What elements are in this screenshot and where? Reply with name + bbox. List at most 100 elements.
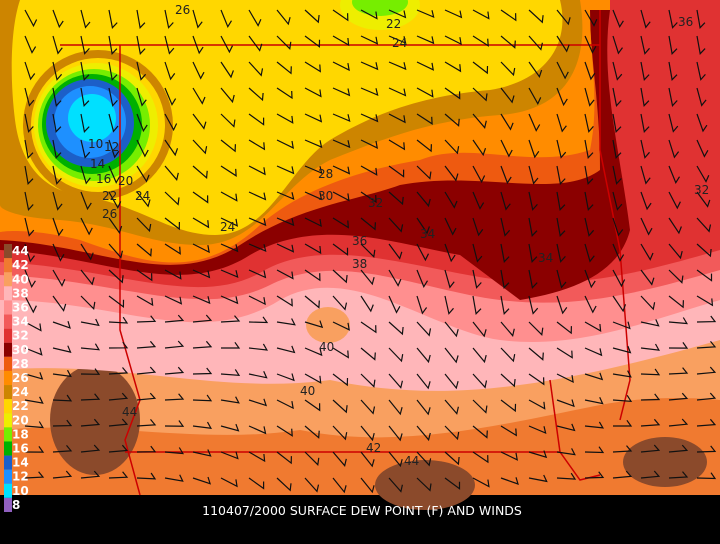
wind-barb <box>304 165 323 175</box>
wind-barb <box>668 317 689 325</box>
wind-barb <box>192 9 203 29</box>
wind-barb <box>444 191 458 209</box>
wind-barb <box>668 139 680 159</box>
wind-barb <box>416 321 432 337</box>
wind-barb <box>304 9 320 24</box>
wind-barb <box>388 347 404 363</box>
legend-swatch <box>4 427 12 442</box>
wind-barb <box>276 113 294 124</box>
wind-barb <box>192 295 211 305</box>
wind-barb <box>556 9 571 26</box>
wind-barb <box>556 113 567 133</box>
wind-barb <box>136 191 151 208</box>
wind-barb <box>500 113 514 131</box>
wind-barb <box>696 191 711 208</box>
wind-barb <box>52 9 64 29</box>
wind-barb <box>220 295 239 305</box>
wind-barb <box>556 165 566 185</box>
wind-barb <box>192 449 212 457</box>
wind-barb <box>388 217 404 233</box>
wind-barb <box>108 367 129 375</box>
wind-barb <box>52 321 71 329</box>
wind-barb <box>332 35 350 47</box>
wind-barb <box>360 35 379 45</box>
wind-barb <box>80 343 101 351</box>
wind-barb <box>668 113 679 133</box>
wind-barb <box>108 471 129 479</box>
wind-barb <box>332 399 348 414</box>
wind-barb <box>276 165 295 175</box>
wind-barb <box>444 35 462 46</box>
wind-barb <box>360 61 379 71</box>
wind-barb <box>416 373 431 390</box>
wind-barb <box>668 471 689 479</box>
wind-barb <box>584 35 597 54</box>
wind-barb <box>276 425 293 437</box>
wind-barb <box>52 35 63 55</box>
wind-barb <box>444 243 456 263</box>
legend-swatch <box>4 300 12 315</box>
wind-barb <box>164 139 179 157</box>
wind-barb <box>612 394 633 402</box>
wind-barb <box>388 113 406 124</box>
wind-barb <box>24 446 45 453</box>
wind-barb <box>556 472 577 480</box>
wind-barb <box>276 295 293 307</box>
wind-barb <box>388 165 405 178</box>
legend-label: 28 <box>12 357 29 371</box>
wind-barb <box>360 347 376 361</box>
legend-swatch <box>4 272 12 287</box>
wind-barb <box>472 269 482 289</box>
wind-barb <box>444 295 454 315</box>
wind-barb <box>24 295 37 314</box>
wind-barb <box>668 269 684 284</box>
wind-barb <box>136 61 147 81</box>
contour-label: 22 <box>102 189 117 203</box>
wind-barb <box>136 139 149 158</box>
wind-barb <box>444 165 459 182</box>
wind-barb <box>52 165 62 185</box>
wind-barb <box>108 418 129 427</box>
wind-barb <box>668 243 683 260</box>
wind-barb <box>360 399 376 415</box>
wind-barb <box>696 165 710 183</box>
wind-barb <box>304 320 324 329</box>
legend-label: 12 <box>12 470 29 484</box>
wind-barb <box>164 447 185 455</box>
wind-barb <box>80 35 90 55</box>
wind-barb <box>416 243 430 262</box>
wind-barb <box>640 418 661 427</box>
wind-barb <box>192 367 213 375</box>
wind-barb <box>360 295 374 313</box>
wind-barb <box>612 269 626 288</box>
wind-barb <box>444 9 463 19</box>
wind-barb <box>304 269 321 282</box>
wind-barb <box>472 139 487 157</box>
wind-barb <box>332 139 351 149</box>
wind-barb <box>52 139 62 159</box>
wind-barb <box>556 399 575 408</box>
legend-swatch <box>4 385 12 400</box>
wind-barb <box>80 318 100 327</box>
wind-barb <box>24 217 35 237</box>
wind-barb <box>668 444 689 453</box>
legend-swatch <box>4 483 12 498</box>
wind-barb <box>24 165 34 185</box>
wind-barb <box>164 295 183 305</box>
wind-barb <box>444 477 461 490</box>
wind-barb <box>304 113 323 123</box>
wind-barb <box>52 243 65 262</box>
wind-barb <box>164 393 185 401</box>
wind-barb <box>24 35 37 54</box>
wind-barb <box>416 451 432 467</box>
wind-barb <box>360 425 375 442</box>
wind-barb <box>640 191 652 211</box>
wind-barb <box>500 35 516 49</box>
wind-barb <box>276 243 295 253</box>
wind-barb <box>304 399 321 412</box>
wind-barb <box>388 425 403 442</box>
wind-barb <box>248 9 262 27</box>
contour-label: 12 <box>104 140 119 154</box>
wind-barb <box>108 139 120 159</box>
